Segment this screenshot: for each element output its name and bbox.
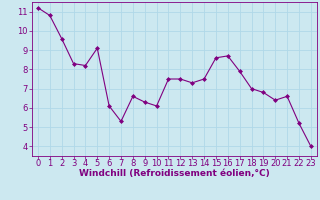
X-axis label: Windchill (Refroidissement éolien,°C): Windchill (Refroidissement éolien,°C)	[79, 169, 270, 178]
